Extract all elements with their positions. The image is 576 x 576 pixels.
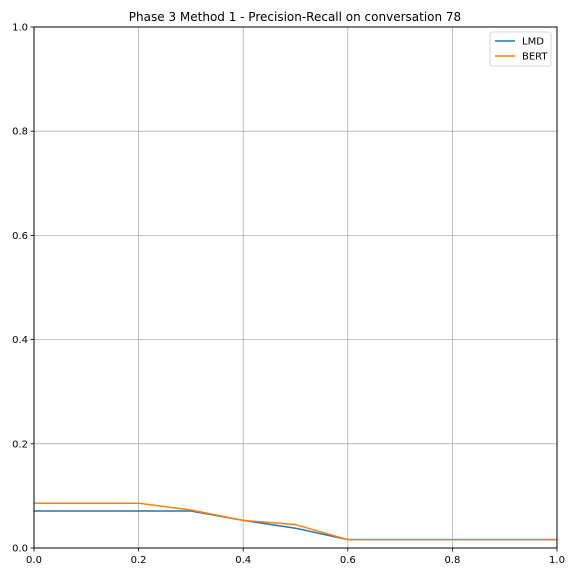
y-tick-label: 0.2 (12, 439, 28, 450)
plot-frame (33, 26, 558, 549)
x-tick-label: 0.8 (444, 555, 460, 566)
grid (33, 26, 558, 549)
y-tick-label: 1.0 (12, 23, 28, 34)
series-line-bert (34, 502, 557, 541)
x-tick-label: 0.2 (131, 555, 147, 566)
chart-title: Phase 3 Method 1 - Precision-Recall on c… (129, 10, 461, 24)
y-tick-label: 0.6 (12, 231, 28, 242)
y-tick-label: 0.4 (12, 335, 28, 346)
x-tick-label: 0.6 (340, 555, 356, 566)
legend: LMD BERT (489, 31, 552, 67)
legend-label-bert: BERT (522, 52, 548, 63)
series-layer (34, 502, 557, 541)
legend-label-lmd: LMD (522, 37, 544, 48)
x-tick-label: 0.4 (235, 555, 251, 566)
ticks: 0.0 0.2 0.4 0.6 0.8 1.0 0.0 0.2 0.4 0.6 0.8 1.0 (12, 23, 565, 567)
y-tick-label: 0.8 (12, 127, 28, 138)
x-tick-label: 1.0 (549, 555, 565, 566)
y-tick-label: 0.0 (12, 544, 28, 555)
x-tick-label: 0.0 (26, 555, 42, 566)
series-line-lmd (34, 510, 557, 541)
